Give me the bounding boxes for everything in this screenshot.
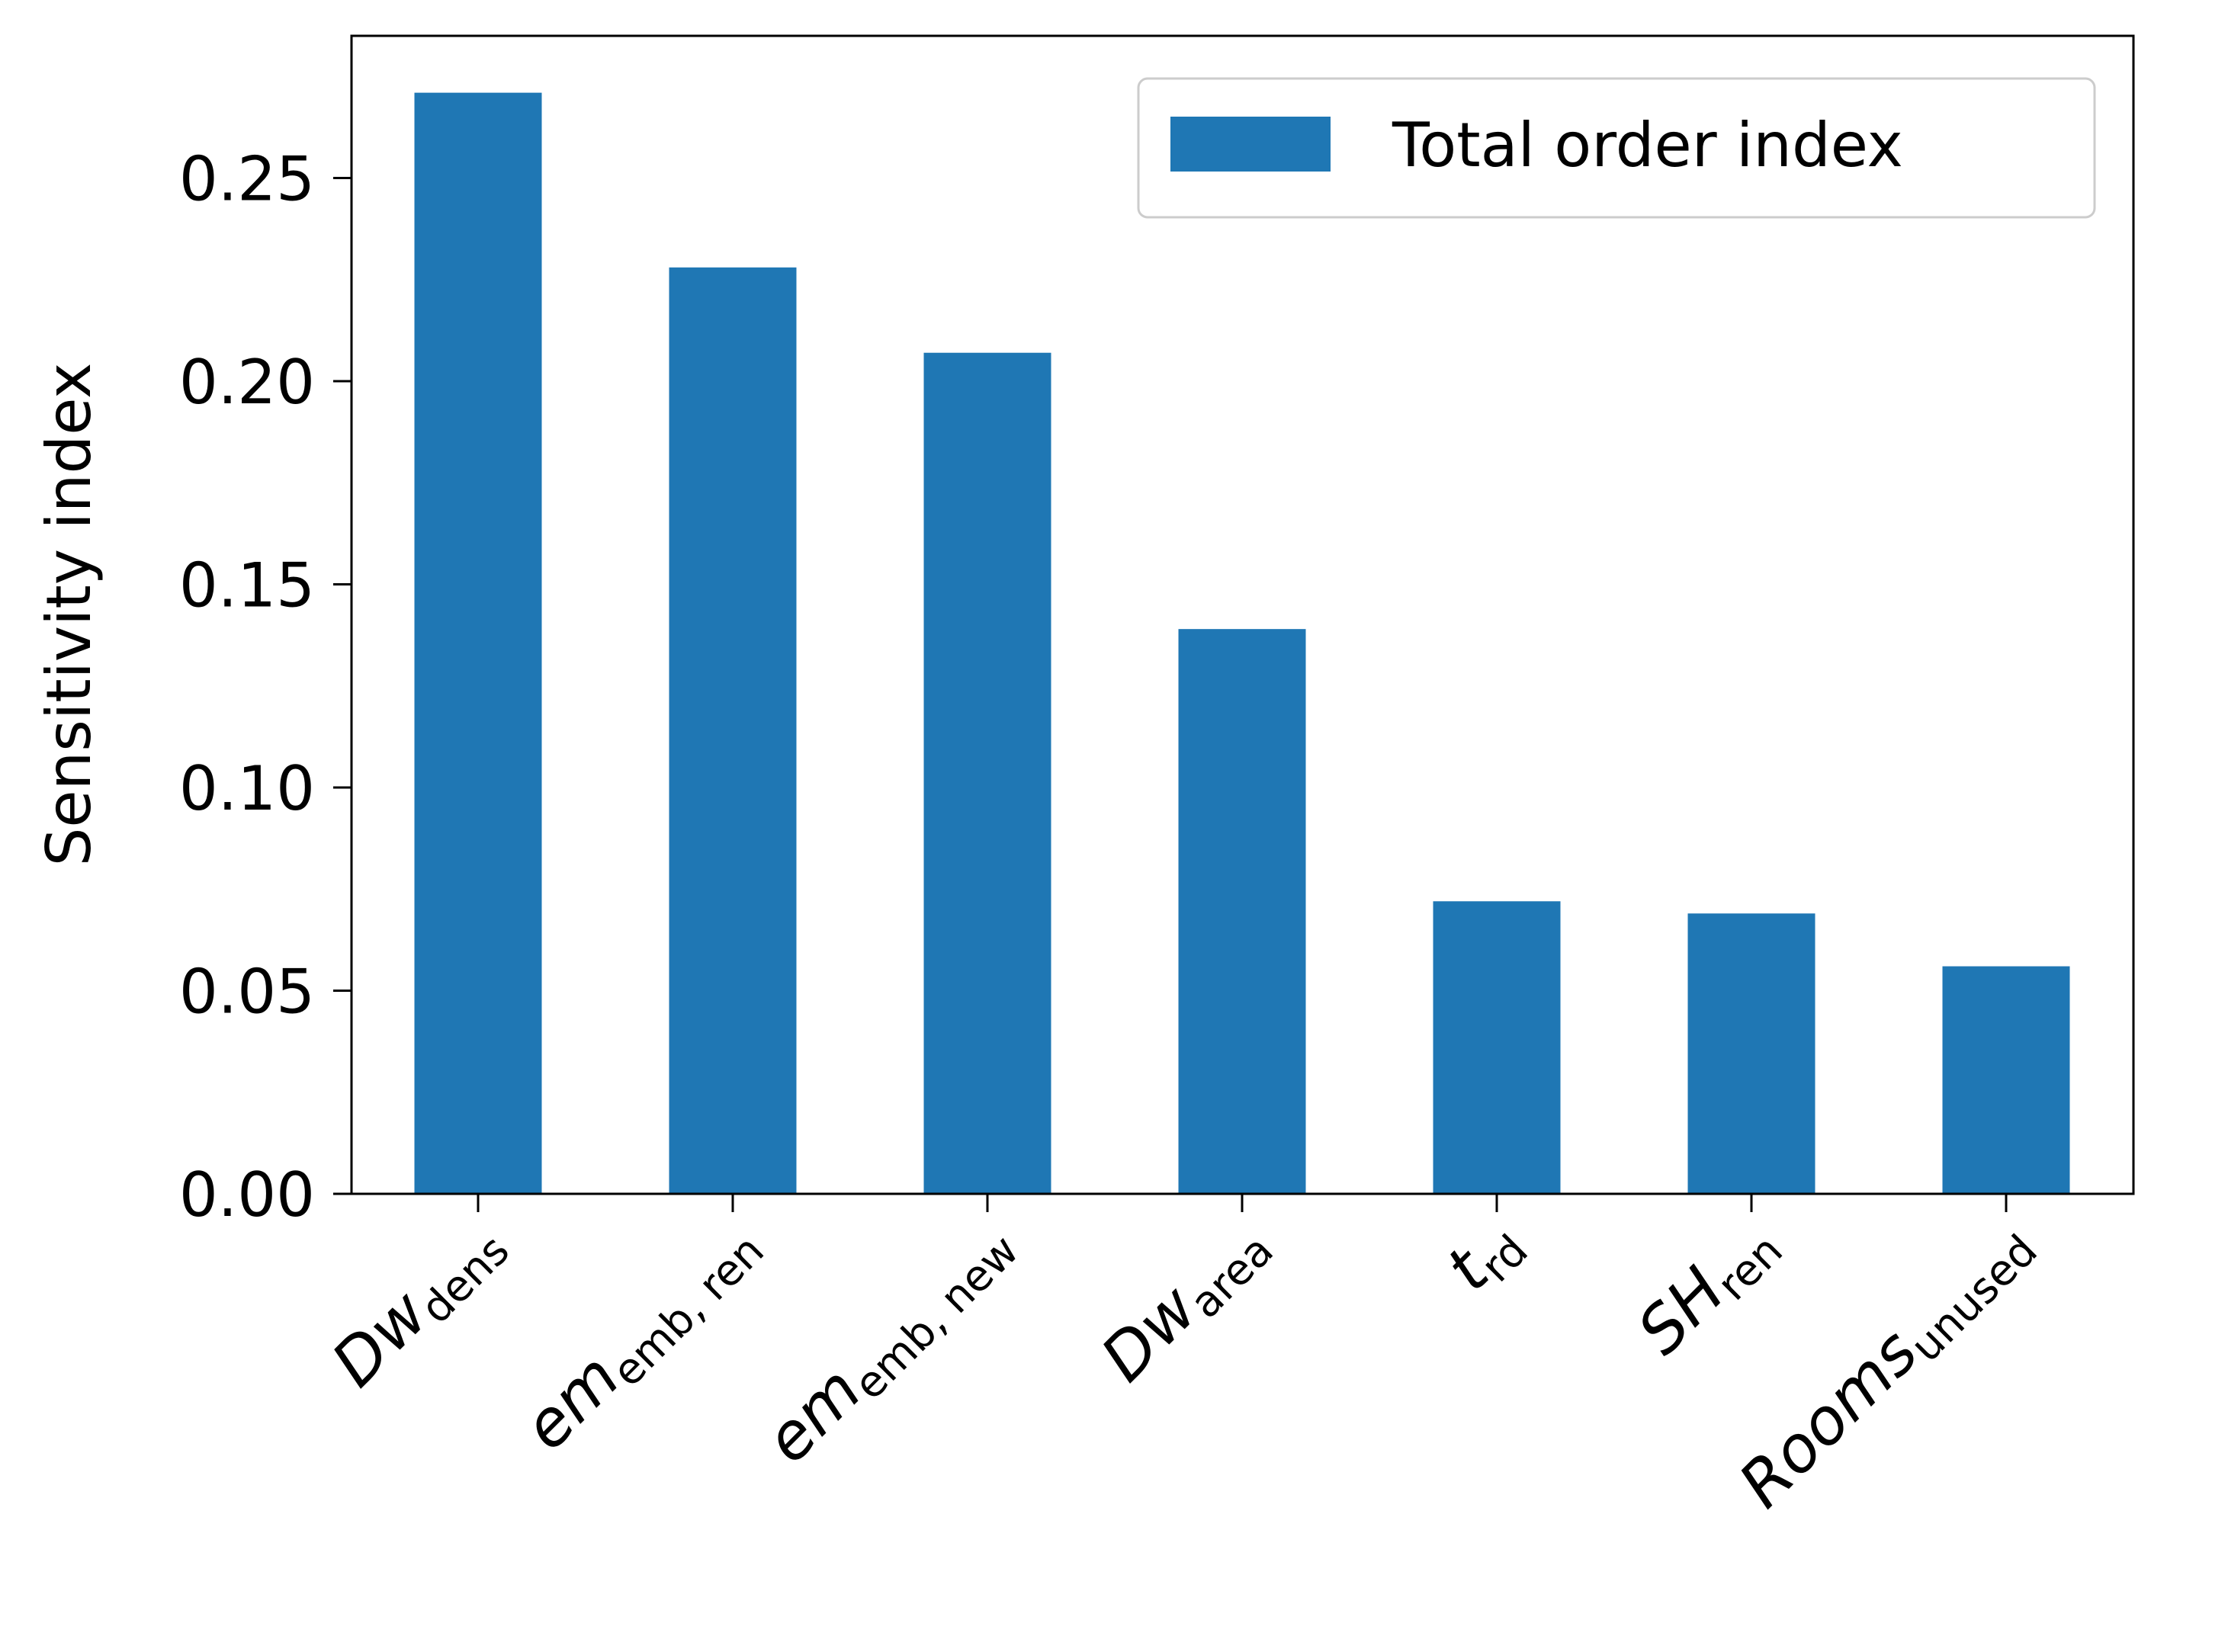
- x-tick-label-sub: emb, ren: [603, 1226, 774, 1397]
- x-tick-label-main: Rooms: [1725, 1314, 1932, 1522]
- bar: [1178, 629, 1306, 1194]
- y-tick-label: 0.20: [179, 347, 315, 418]
- bar: [923, 352, 1051, 1194]
- y-tick-label: 0.10: [179, 753, 315, 824]
- x-tick-label: SHren: [1623, 1204, 1793, 1373]
- x-tick-label: ememb, new: [750, 1204, 1028, 1481]
- bar: [669, 267, 797, 1194]
- x-tick-label: Dwarea: [1087, 1204, 1283, 1400]
- y-tick-label: 0.05: [179, 957, 315, 1028]
- bar: [1942, 966, 2070, 1194]
- x-tick-label: ememb, ren: [509, 1204, 773, 1468]
- y-axis: 0.00 0.05 0.10 0.15 0.20 0.25: [179, 144, 352, 1230]
- plot-frame: [350, 34, 2135, 1195]
- legend-swatch: [1170, 117, 1331, 172]
- x-tick-label-sub: emb, new: [845, 1226, 1029, 1410]
- x-tick-label: Dwdens: [317, 1204, 519, 1406]
- bar: [1433, 901, 1561, 1194]
- legend: Total order index: [1137, 77, 2096, 219]
- legend-label: Total order index: [1392, 110, 1903, 181]
- x-tick-label: trd: [1432, 1204, 1538, 1310]
- bars-group: [414, 92, 2070, 1194]
- bar: [1687, 913, 1815, 1194]
- y-tick-label: 0.00: [179, 1160, 315, 1230]
- legend-box: [1137, 77, 2096, 219]
- bar: [414, 92, 542, 1194]
- y-tick-label: 0.25: [179, 144, 315, 215]
- x-tick-label-sub: unused: [1901, 1226, 2047, 1371]
- y-axis-label: Sensitivity index: [34, 363, 104, 867]
- y-tick-label: 0.15: [179, 550, 315, 621]
